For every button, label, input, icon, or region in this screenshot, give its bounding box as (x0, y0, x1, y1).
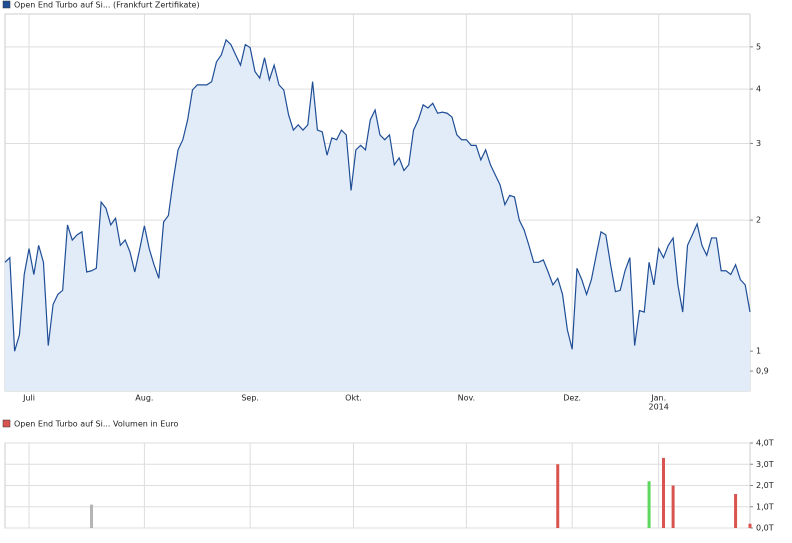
y-tick-label: 2 (756, 216, 761, 225)
y-tick-label: 4 (756, 85, 761, 94)
y-tick-label: 3 (756, 139, 761, 148)
volume-bar (647, 481, 651, 528)
y-tick-label: 1 (756, 347, 761, 356)
y-tick-label: 0,9 (756, 367, 769, 376)
volume-bar (748, 523, 752, 528)
x-tick-label: Nov. (458, 394, 476, 403)
volume-bar (661, 457, 665, 528)
legend-label: Open End Turbo auf Si... (Frankfurt Zert… (14, 1, 200, 10)
y-tick-label: 0,0T (756, 524, 774, 533)
x-tick-label: Sep. (241, 394, 259, 403)
x-tick-label: Juli (22, 394, 35, 403)
x-year-label: 2014 (648, 403, 668, 412)
legend-swatch (2, 419, 11, 428)
legend-label: Open End Turbo auf Si... Volumen in Euro (14, 420, 178, 429)
legend-swatch (2, 0, 11, 9)
y-tick-label: 4,0T (756, 439, 774, 448)
y-tick-label: 5 (756, 42, 761, 51)
price-line (4, 38, 751, 352)
volume-bar (671, 485, 675, 528)
y-tick-label: 1,0T (756, 502, 774, 511)
volume-bar (556, 464, 560, 528)
x-tick-label: Okt. (345, 394, 362, 403)
y-tick-label: 3,0T (756, 460, 774, 469)
x-tick-label: Dez. (563, 394, 581, 403)
volume-bar (90, 504, 94, 528)
x-tick-label: Jan. (650, 394, 666, 403)
y-tick-label: 2,0T (756, 481, 774, 490)
x-tick-label: Aug. (135, 394, 153, 403)
volume-bar (734, 494, 738, 528)
area-fill (5, 39, 750, 392)
